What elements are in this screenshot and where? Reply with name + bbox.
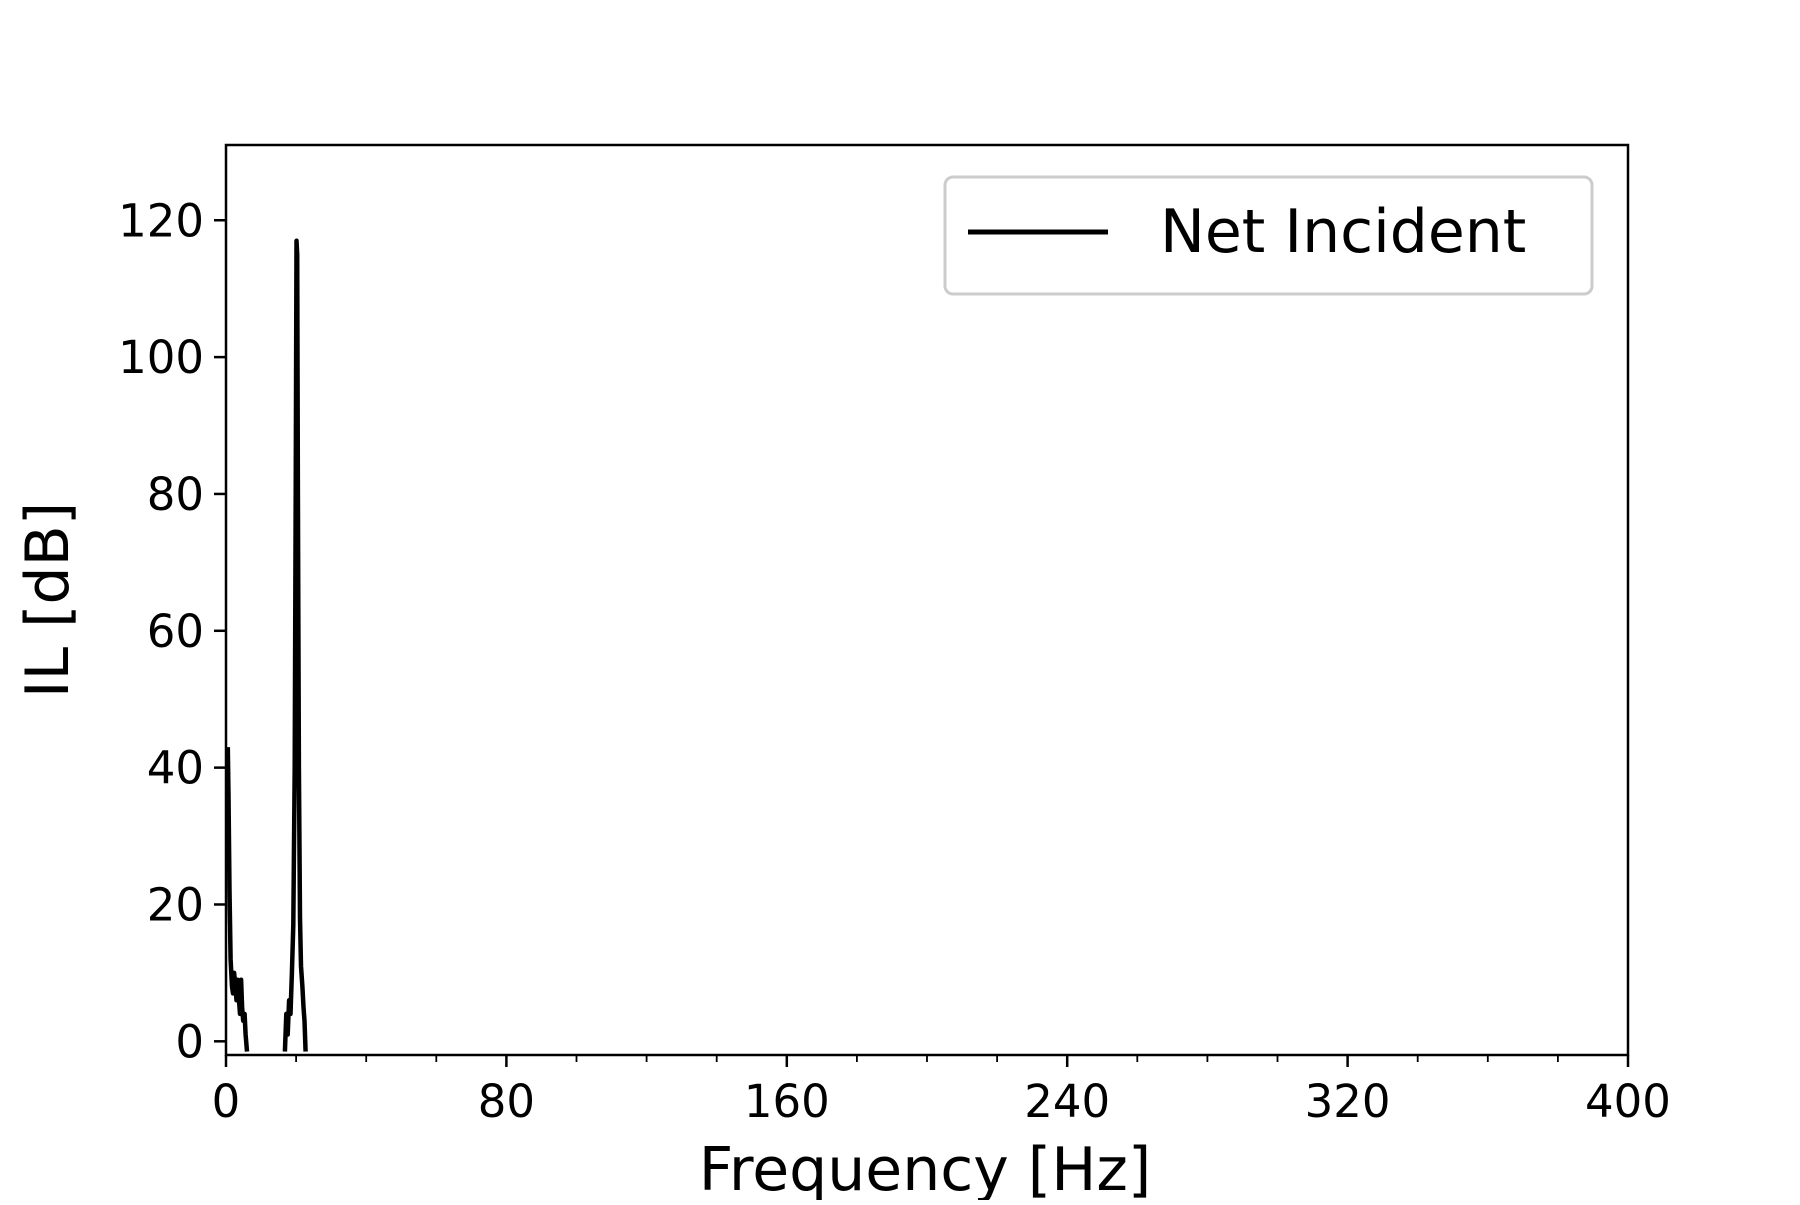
x-tick-label: 240: [1024, 1075, 1110, 1128]
legend-label: Net Incident: [1160, 197, 1526, 267]
legend: Net Incident: [943, 175, 1594, 296]
y-tick-label: 40: [147, 742, 204, 795]
legend-frame: [943, 175, 1594, 296]
x-tick-label: 400: [1585, 1075, 1671, 1128]
series-line-segment: [226, 747, 250, 1052]
x-tick-label: 160: [744, 1075, 830, 1128]
y-tick-label: 0: [175, 1015, 204, 1068]
x-tick-label: 80: [478, 1075, 535, 1128]
x-axis-label: Frequency [Hz]: [699, 1135, 1151, 1200]
y-tick-label: 80: [147, 468, 204, 521]
y-tick-label: 100: [118, 331, 204, 384]
x-tick-label: 0: [212, 1075, 241, 1128]
y-axis-label: IL [dB]: [13, 502, 83, 698]
y-tick-label: 20: [147, 878, 204, 931]
y-tick-label: 60: [147, 605, 204, 658]
series-line-segment: [282, 238, 308, 1052]
x-tick-label: 320: [1305, 1075, 1391, 1128]
y-tick-label: 120: [118, 194, 204, 247]
